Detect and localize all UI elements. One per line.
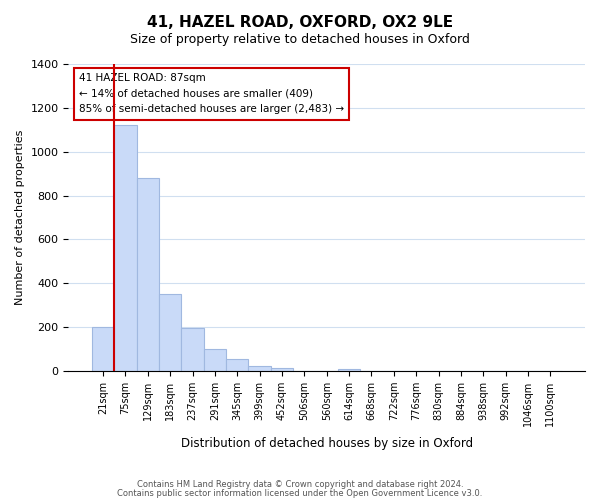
Bar <box>248 366 271 371</box>
Text: 41, HAZEL ROAD, OXFORD, OX2 9LE: 41, HAZEL ROAD, OXFORD, OX2 9LE <box>147 15 453 30</box>
Bar <box>271 368 293 371</box>
Text: Contains public sector information licensed under the Open Government Licence v3: Contains public sector information licen… <box>118 488 482 498</box>
X-axis label: Distribution of detached houses by size in Oxford: Distribution of detached houses by size … <box>181 437 473 450</box>
Text: Size of property relative to detached houses in Oxford: Size of property relative to detached ho… <box>130 32 470 46</box>
Bar <box>338 368 360 371</box>
Bar <box>226 359 248 371</box>
Bar <box>159 294 181 371</box>
Bar <box>137 178 159 371</box>
Y-axis label: Number of detached properties: Number of detached properties <box>15 130 25 305</box>
Bar <box>204 349 226 371</box>
Bar <box>181 328 204 371</box>
Text: Contains HM Land Registry data © Crown copyright and database right 2024.: Contains HM Land Registry data © Crown c… <box>137 480 463 489</box>
Bar <box>92 327 114 371</box>
Text: 41 HAZEL ROAD: 87sqm
← 14% of detached houses are smaller (409)
85% of semi-deta: 41 HAZEL ROAD: 87sqm ← 14% of detached h… <box>79 73 344 114</box>
Bar <box>114 126 137 371</box>
